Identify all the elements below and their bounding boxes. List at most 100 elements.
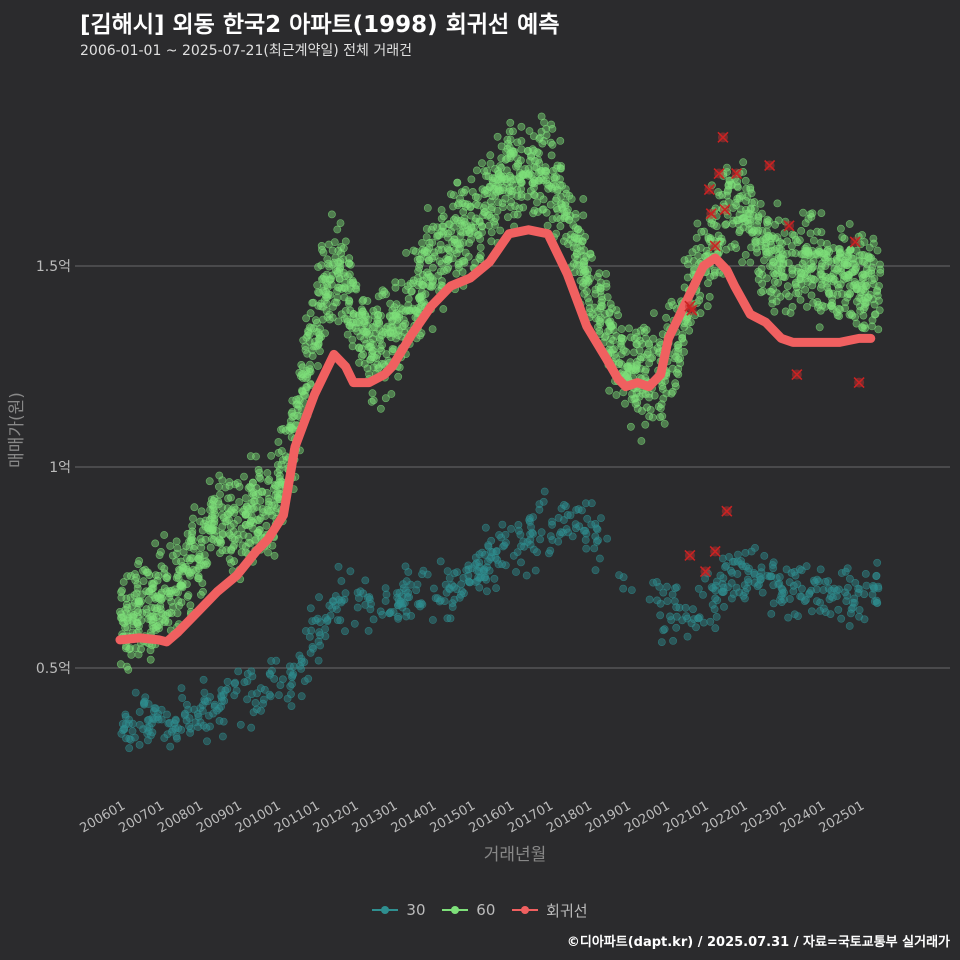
scatter-point-30: [854, 589, 863, 597]
y-axis-tick-labels: 0.5억 1억 1.5억: [36, 259, 71, 677]
scatter-point-60: [404, 294, 413, 303]
scatter-point-60: [355, 311, 364, 319]
scatter-point-60: [852, 246, 861, 255]
scatter-point-30: [337, 577, 346, 585]
scatter-point-60: [406, 306, 415, 315]
scatter-point-60: [160, 584, 169, 593]
scatter-point-30: [450, 569, 459, 578]
scatter-point-30: [582, 499, 590, 508]
scatter-point-60: [665, 302, 673, 310]
scatter-point-60: [133, 606, 142, 614]
scatter-point-60: [119, 578, 128, 586]
scatter-point-30: [445, 585, 454, 594]
scatter-point-60: [723, 191, 731, 200]
scatter-point-60: [162, 573, 171, 582]
scatter-point-60: [230, 535, 239, 544]
scatter-point-60: [525, 127, 534, 135]
scatter-point-60: [366, 355, 374, 364]
scatter-point-60: [348, 279, 357, 287]
scatter-point-60: [474, 230, 483, 239]
scatter-point-60: [548, 124, 557, 133]
scatter-point-30: [501, 561, 510, 570]
series-60-points: [116, 112, 885, 674]
scatter-point-60: [746, 258, 755, 267]
scatter-point-60: [850, 260, 859, 269]
scatter-point-30: [163, 710, 171, 719]
scatter-point-30: [412, 586, 421, 595]
scatter-point-30: [475, 583, 484, 592]
scatter-point-30: [260, 685, 269, 694]
scatter-point-60: [436, 240, 445, 249]
scatter-point-30: [252, 705, 261, 714]
scatter-point-60: [777, 268, 786, 276]
scatter-point-30: [821, 608, 830, 616]
scatter-point-60: [588, 310, 597, 319]
scatter-point-60: [577, 241, 585, 250]
scatter-point-30: [251, 699, 260, 707]
scatter-point-30: [148, 728, 157, 737]
scatter-point-60: [263, 488, 271, 497]
scatter-point-60: [458, 228, 467, 237]
scatter-point-60: [250, 497, 259, 506]
scatter-point-30: [490, 574, 499, 583]
scatter-point-60: [642, 325, 651, 334]
scatter-point-60: [307, 323, 315, 332]
scatter-point-60: [461, 248, 470, 257]
scatter-point-60: [852, 319, 861, 328]
scatter-point-60: [210, 494, 219, 503]
scatter-point-60: [827, 257, 836, 266]
scatter-point-30: [267, 666, 276, 675]
scatter-point-60: [208, 526, 217, 535]
scatter-point-30: [274, 691, 283, 699]
scatter-point-60: [496, 186, 505, 195]
scatter-point-30: [401, 586, 410, 595]
scatter-point-60: [580, 289, 589, 298]
scatter-point-30: [445, 574, 454, 582]
scatter-point-60: [245, 482, 254, 491]
scatter-point-60: [275, 465, 284, 474]
scatter-point-60: [467, 175, 476, 184]
scatter-point-60: [157, 596, 165, 604]
scatter-point-60: [195, 550, 204, 559]
x-mark: [703, 184, 715, 196]
scatter-point-30: [750, 570, 759, 579]
scatter-point-30: [443, 614, 452, 623]
scatter-point-30: [512, 568, 520, 576]
scatter-point-30: [578, 506, 586, 515]
scatter-point-30: [844, 583, 852, 592]
scatter-point-60: [560, 208, 569, 217]
scatter-point-60: [547, 138, 555, 147]
scatter-point-30: [821, 577, 830, 586]
scatter-point-60: [797, 269, 806, 278]
scatter-point-60: [302, 382, 311, 391]
scatter-point-60: [509, 149, 518, 158]
scatter-point-30: [482, 587, 491, 596]
scatter-point-30: [737, 557, 745, 565]
scatter-point-30: [526, 535, 535, 544]
scatter-point-30: [234, 667, 243, 676]
y-axis-title: 매매가(원): [7, 392, 27, 468]
scatter-point-60: [273, 461, 282, 469]
scatter-point-60: [173, 544, 182, 552]
scatter-point-60: [248, 478, 257, 487]
scatter-point-60: [710, 266, 719, 275]
scatter-point-30: [297, 692, 306, 701]
scatter-point-60: [306, 309, 315, 318]
scatter-point-30: [682, 612, 691, 621]
scatter-point-30: [314, 656, 323, 665]
scatter-point-60: [868, 276, 876, 284]
scatter-point-60: [856, 288, 865, 297]
scatter-point-30: [323, 616, 332, 624]
scatter-point-60: [700, 227, 708, 236]
scatter-point-60: [494, 198, 503, 207]
scatter-point-60: [806, 229, 815, 238]
scatter-point-60: [519, 203, 528, 212]
scatter-point-60: [339, 268, 348, 277]
scatter-point-30: [710, 605, 719, 614]
scatter-point-30: [219, 690, 228, 699]
scatter-point-30: [672, 583, 681, 592]
scatter-point-60: [155, 617, 164, 626]
scatter-point-60: [315, 288, 324, 297]
scatter-point-30: [849, 603, 857, 612]
scatter-point-60: [865, 243, 874, 252]
